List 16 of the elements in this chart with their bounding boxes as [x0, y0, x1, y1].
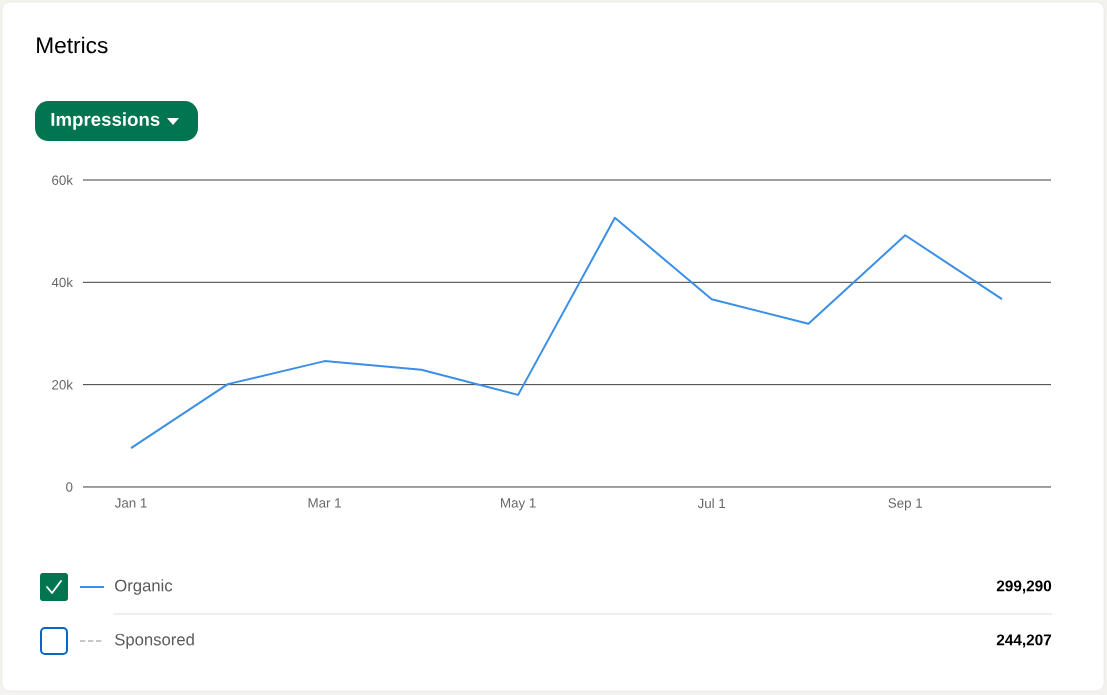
x-tick-label: Sep 1 — [888, 498, 922, 511]
x-tick-label: Mar 1 — [308, 498, 341, 508]
legend-label: Sponsored — [115, 633, 194, 649]
y-tick-label: 0 — [66, 482, 73, 492]
y-tick-label: 20k — [52, 379, 73, 390]
y-axis-title: Impressions — [51, 112, 160, 130]
text: 299,290 — [996, 580, 1052, 594]
legend-label: Organic — [115, 579, 173, 595]
x-tick-label: Jan 1 — [114, 498, 147, 508]
line-series — [130, 216, 1003, 450]
x-tick-label: May 1 — [501, 498, 536, 511]
x-tick-label: Jul 1 — [697, 498, 726, 509]
text: 244,207 — [996, 634, 1052, 648]
y-tick-label: 60k — [52, 175, 73, 185]
y-tick-label: 40k — [51, 277, 73, 288]
chart-title: Metrics — [37, 36, 108, 54]
